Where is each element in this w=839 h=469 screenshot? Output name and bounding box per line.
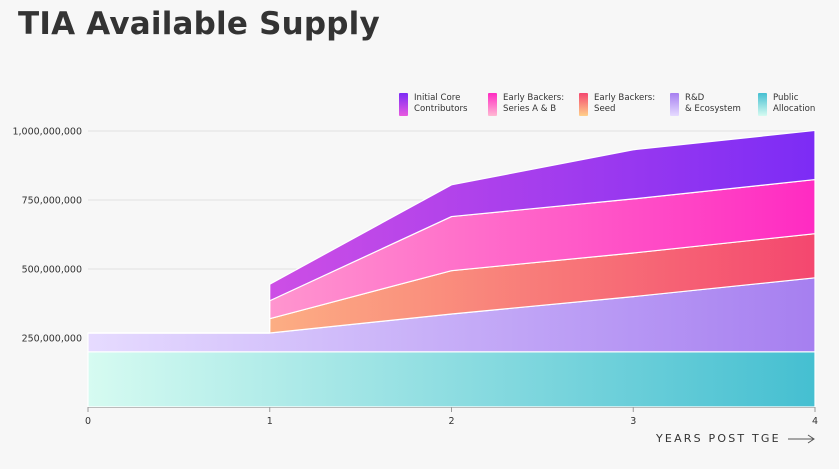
x-tick-label: 2: [448, 416, 454, 427]
legend-label: Public Allocation: [773, 93, 816, 114]
legend-item-rd-ecosystem: R&D & Ecosystem: [670, 93, 741, 116]
legend-swatch: [488, 93, 497, 116]
legend-item-series-a-b: Early Backers: Series A & B: [488, 93, 564, 116]
x-axis-label: YEARS POST TGE: [656, 432, 781, 445]
legend-swatch: [579, 93, 588, 116]
x-tick-label: 4: [812, 416, 818, 427]
y-tick-label: 750,000,000: [22, 196, 82, 207]
legend-label: Initial Core Contributors: [414, 93, 468, 114]
arrow-right-icon: [788, 434, 815, 444]
legend-label: Early Backers: Seed: [594, 93, 656, 114]
y-tick-label: 500,000,000: [22, 265, 82, 276]
y-tick-label: 250,000,000: [22, 334, 82, 345]
legend-item-seed: Early Backers: Seed: [579, 93, 655, 116]
legend-item-public-allocation: Public Allocation: [758, 93, 815, 116]
chart-legend: Initial Core Contributors Early Backers:…: [0, 93, 839, 121]
legend-item-initial-core-contributors: Initial Core Contributors: [399, 93, 468, 116]
area-public-allocation: [87, 351, 816, 408]
x-tick-label: 3: [630, 416, 636, 427]
x-tick-label: 1: [267, 416, 273, 427]
legend-label: Early Backers: Series A & B: [503, 93, 565, 114]
legend-swatch: [670, 93, 679, 116]
area-initial-core-contributors: [87, 129, 816, 334]
legend-swatch: [399, 93, 408, 116]
x-tick-label: 0: [85, 416, 91, 427]
legend-swatch: [758, 93, 767, 116]
y-tick-label: 1,000,000,000: [12, 127, 82, 138]
chart-title: TIA Available Supply: [18, 6, 380, 42]
legend-label: R&D & Ecosystem: [685, 93, 741, 114]
